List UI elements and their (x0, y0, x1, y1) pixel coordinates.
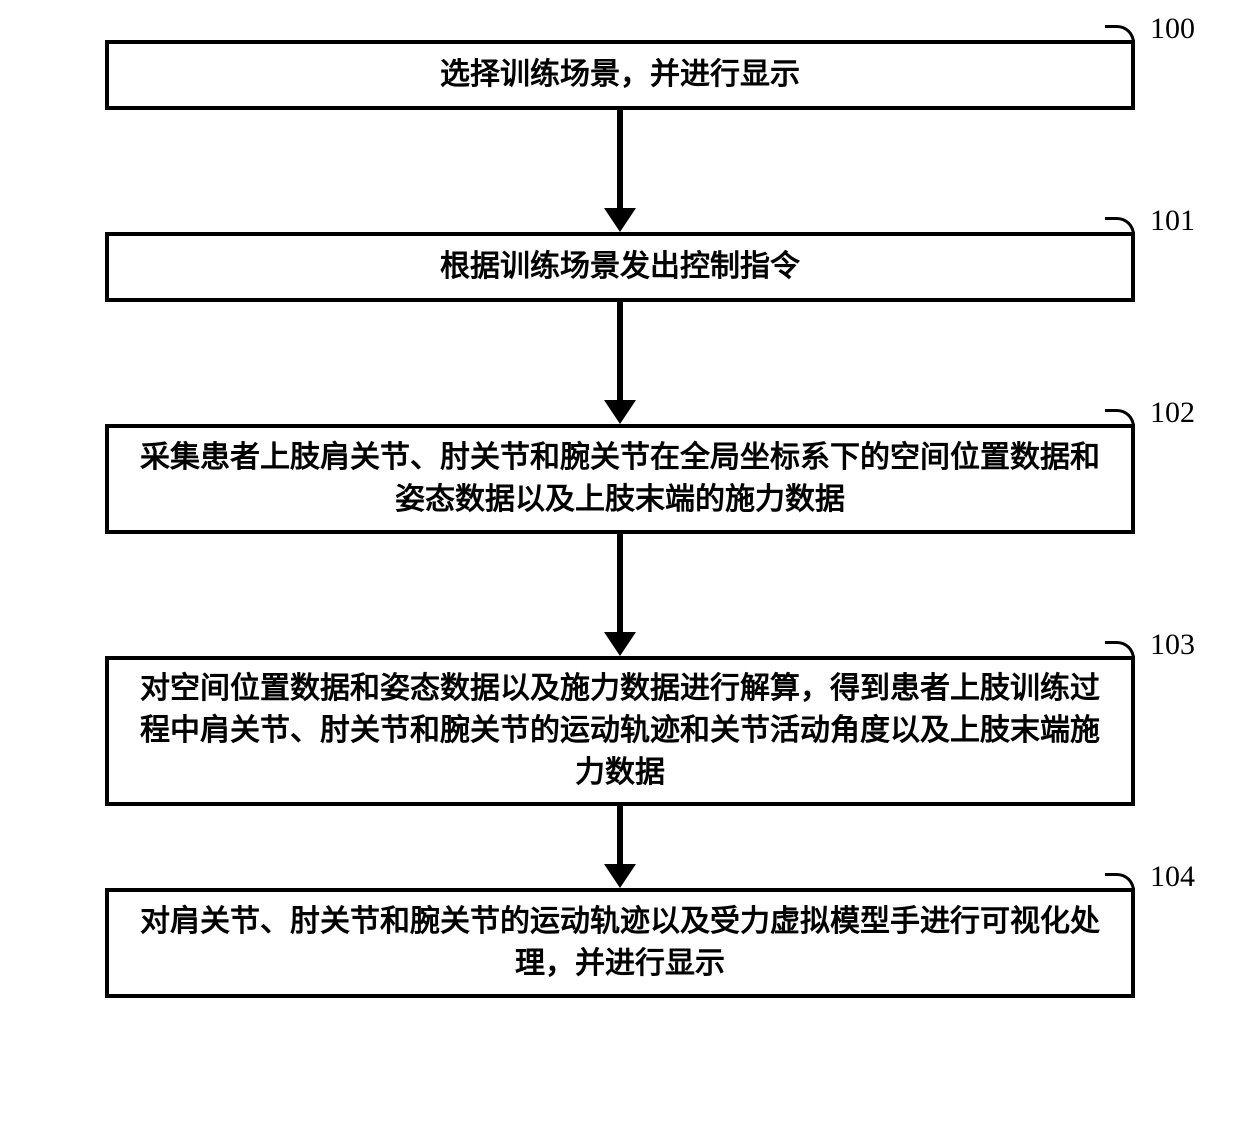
arrow-102-103 (50, 534, 1190, 656)
step-wrapper-104: 对肩关节、肘关节和腕关节的运动轨迹以及受力虚拟模型手进行可视化处理，并进行显示 … (50, 888, 1190, 998)
label-connector-101 (1105, 217, 1135, 255)
arrow-line (617, 302, 623, 400)
flow-box-100: 选择训练场景，并进行显示 (105, 40, 1135, 110)
flow-box-104: 对肩关节、肘关节和腕关节的运动轨迹以及受力虚拟模型手进行可视化处理，并进行显示 (105, 888, 1135, 998)
flow-text-102: 采集患者上肢肩关节、肘关节和腕关节在全局坐标系下的空间位置数据和姿态数据以及上肢… (109, 429, 1131, 529)
step-label-102: 102 (1150, 396, 1195, 430)
arrow-head (604, 400, 636, 424)
arrow-103-104 (50, 806, 1190, 888)
label-connector-104 (1105, 873, 1135, 911)
arrow-101-102 (50, 302, 1190, 424)
flow-box-102: 采集患者上肢肩关节、肘关节和腕关节在全局坐标系下的空间位置数据和姿态数据以及上肢… (105, 424, 1135, 534)
arrow-line (617, 534, 623, 632)
arrow-line (617, 806, 623, 864)
label-connector-100 (1105, 25, 1135, 63)
step-label-103: 103 (1150, 628, 1195, 662)
step-wrapper-102: 采集患者上肢肩关节、肘关节和腕关节在全局坐标系下的空间位置数据和姿态数据以及上肢… (50, 424, 1190, 534)
flowchart-container: 选择训练场景，并进行显示 100 根据训练场景发出控制指令 101 采集患者上肢… (50, 40, 1190, 998)
step-label-104: 104 (1150, 860, 1195, 894)
flow-box-103: 对空间位置数据和姿态数据以及施力数据进行解算，得到患者上肢训练过程中肩关节、肘关… (105, 656, 1135, 806)
flow-text-100: 选择训练场景，并进行显示 (420, 46, 820, 104)
step-label-101: 101 (1150, 204, 1195, 238)
flow-text-104: 对肩关节、肘关节和腕关节的运动轨迹以及受力虚拟模型手进行可视化处理，并进行显示 (109, 893, 1131, 993)
arrow-head (604, 864, 636, 888)
arrow-head (604, 208, 636, 232)
step-wrapper-100: 选择训练场景，并进行显示 100 (50, 40, 1190, 110)
step-wrapper-101: 根据训练场景发出控制指令 101 (50, 232, 1190, 302)
flow-text-103: 对空间位置数据和姿态数据以及施力数据进行解算，得到患者上肢训练过程中肩关节、肘关… (109, 660, 1131, 802)
label-connector-103 (1105, 641, 1135, 679)
step-wrapper-103: 对空间位置数据和姿态数据以及施力数据进行解算，得到患者上肢训练过程中肩关节、肘关… (50, 656, 1190, 806)
label-connector-102 (1105, 409, 1135, 447)
arrow-line (617, 110, 623, 208)
step-label-100: 100 (1150, 12, 1195, 46)
arrow-100-101 (50, 110, 1190, 232)
arrow-head (604, 632, 636, 656)
flow-box-101: 根据训练场景发出控制指令 (105, 232, 1135, 302)
flow-text-101: 根据训练场景发出控制指令 (420, 238, 820, 296)
